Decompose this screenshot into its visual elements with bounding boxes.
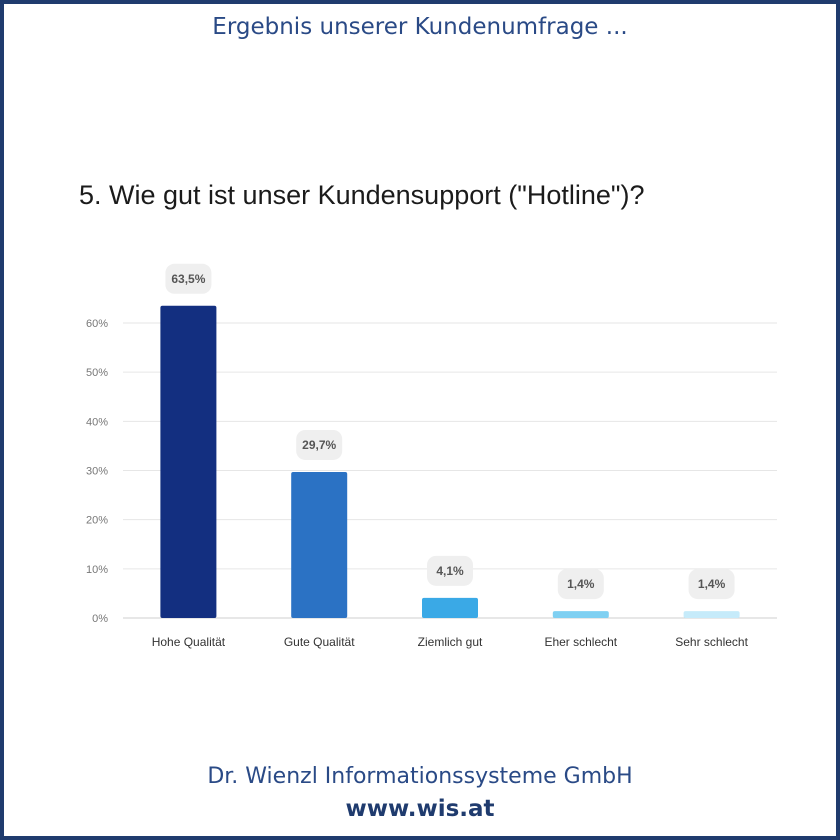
data-label: 4,1% (436, 564, 464, 578)
x-tick-label: Eher schlecht (544, 635, 617, 649)
data-label-background (557, 569, 604, 600)
y-tick-label: 10% (86, 564, 108, 576)
x-tick-label: Sehr schlecht (675, 635, 748, 649)
x-tick-label: Hohe Qualität (152, 635, 226, 649)
footer-website-link[interactable]: www.wis.at (345, 796, 495, 822)
y-tick-label: 50% (86, 367, 108, 379)
bar (160, 305, 217, 618)
data-label-background (427, 555, 473, 586)
y-tick-label: 20% (86, 515, 108, 527)
y-tick-label: 0% (92, 613, 108, 625)
bar (552, 611, 609, 618)
x-tick-label: Ziemlich gut (418, 635, 483, 649)
x-tick-label: Gute Qualität (284, 635, 355, 649)
data-label-background (296, 429, 343, 460)
data-label: 63,5% (171, 272, 205, 286)
data-label: 1,4% (567, 577, 595, 591)
page-header-title: Ergebnis unserer Kundenumfrage ... (212, 14, 628, 40)
y-tick-label: 60% (86, 318, 108, 330)
data-label-background (688, 569, 735, 600)
bar (291, 471, 348, 618)
y-tick-label: 30% (86, 466, 108, 478)
data-label-background (165, 263, 212, 294)
y-tick-label: 40% (86, 416, 108, 428)
data-label: 1,4% (698, 577, 726, 591)
bar (422, 597, 478, 618)
footer-company-name: Dr. Wienzl Informationssysteme GmbH (207, 764, 633, 789)
data-label: 29,7% (302, 438, 336, 452)
bar (683, 611, 740, 618)
chart-title: 5. Wie gut ist unser Kundensupport ("Hot… (79, 180, 645, 210)
